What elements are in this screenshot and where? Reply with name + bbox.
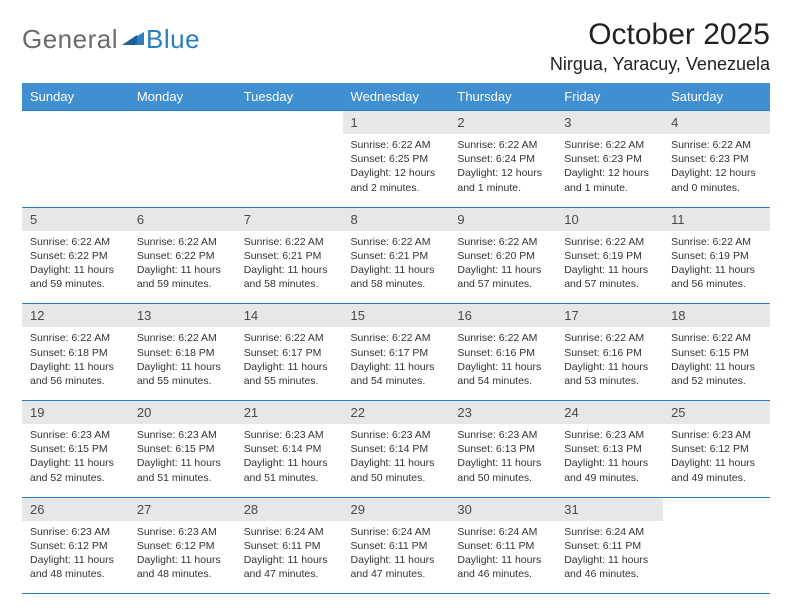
dayinfo-row: Sunrise: 6:22 AMSunset: 6:18 PMDaylight:… (22, 327, 770, 400)
day-number-cell: 19 (22, 401, 129, 425)
day-info-cell: Sunrise: 6:22 AMSunset: 6:21 PMDaylight:… (236, 231, 343, 304)
day-info-cell: Sunrise: 6:22 AMSunset: 6:21 PMDaylight:… (343, 231, 450, 304)
day-number-cell: 5 (22, 207, 129, 231)
day-number-cell: 14 (236, 304, 343, 328)
day-number-cell: 15 (343, 304, 450, 328)
day-number-cell: 24 (556, 401, 663, 425)
day-info-cell: Sunrise: 6:22 AMSunset: 6:24 PMDaylight:… (449, 134, 556, 207)
day-number-cell: 2 (449, 111, 556, 135)
day-info-cell: Sunrise: 6:22 AMSunset: 6:15 PMDaylight:… (663, 327, 770, 400)
day-number-cell: 29 (343, 497, 450, 521)
day-number-cell: 20 (129, 401, 236, 425)
day-number-cell: 23 (449, 401, 556, 425)
day-info-cell: Sunrise: 6:23 AMSunset: 6:12 PMDaylight:… (129, 521, 236, 594)
day-number-cell: 18 (663, 304, 770, 328)
dayinfo-row: Sunrise: 6:23 AMSunset: 6:15 PMDaylight:… (22, 424, 770, 497)
dayname-row: SundayMondayTuesdayWednesdayThursdayFrid… (22, 83, 770, 111)
daynum-row: 567891011 (22, 207, 770, 231)
day-number-cell: 8 (343, 207, 450, 231)
day-number-cell: 7 (236, 207, 343, 231)
day-number-cell: 22 (343, 401, 450, 425)
day-info-cell: Sunrise: 6:24 AMSunset: 6:11 PMDaylight:… (236, 521, 343, 594)
location-text: Nirgua, Yaracuy, Venezuela (550, 54, 770, 75)
dayinfo-row: Sunrise: 6:22 AMSunset: 6:22 PMDaylight:… (22, 231, 770, 304)
calendar-body: 1234Sunrise: 6:22 AMSunset: 6:25 PMDayli… (22, 111, 770, 594)
day-info-cell: Sunrise: 6:24 AMSunset: 6:11 PMDaylight:… (556, 521, 663, 594)
day-number-cell: 27 (129, 497, 236, 521)
dayname-header: Sunday (22, 83, 129, 111)
day-number-cell: 21 (236, 401, 343, 425)
day-info-cell (236, 134, 343, 207)
day-number-cell: 10 (556, 207, 663, 231)
day-number-cell: 17 (556, 304, 663, 328)
day-number-cell: 30 (449, 497, 556, 521)
day-number-cell (663, 497, 770, 521)
calendar-head: SundayMondayTuesdayWednesdayThursdayFrid… (22, 83, 770, 111)
day-number-cell: 6 (129, 207, 236, 231)
day-info-cell: Sunrise: 6:23 AMSunset: 6:12 PMDaylight:… (663, 424, 770, 497)
day-info-cell (22, 134, 129, 207)
day-number-cell: 28 (236, 497, 343, 521)
day-info-cell: Sunrise: 6:22 AMSunset: 6:22 PMDaylight:… (129, 231, 236, 304)
day-info-cell: Sunrise: 6:22 AMSunset: 6:18 PMDaylight:… (22, 327, 129, 400)
brand-mark-icon (122, 27, 144, 52)
dayname-header: Friday (556, 83, 663, 111)
day-info-cell: Sunrise: 6:22 AMSunset: 6:23 PMDaylight:… (663, 134, 770, 207)
dayname-header: Wednesday (343, 83, 450, 111)
header-row: General Blue October 2025 Nirgua, Yaracu… (22, 18, 770, 75)
day-number-cell: 9 (449, 207, 556, 231)
daynum-row: 19202122232425 (22, 401, 770, 425)
dayinfo-row: Sunrise: 6:22 AMSunset: 6:25 PMDaylight:… (22, 134, 770, 207)
dayname-header: Tuesday (236, 83, 343, 111)
day-info-cell: Sunrise: 6:22 AMSunset: 6:16 PMDaylight:… (449, 327, 556, 400)
dayname-header: Monday (129, 83, 236, 111)
day-number-cell: 26 (22, 497, 129, 521)
day-info-cell: Sunrise: 6:22 AMSunset: 6:22 PMDaylight:… (22, 231, 129, 304)
title-block: October 2025 Nirgua, Yaracuy, Venezuela (550, 18, 770, 75)
daynum-row: 262728293031 (22, 497, 770, 521)
day-info-cell: Sunrise: 6:24 AMSunset: 6:11 PMDaylight:… (343, 521, 450, 594)
day-info-cell: Sunrise: 6:24 AMSunset: 6:11 PMDaylight:… (449, 521, 556, 594)
day-info-cell: Sunrise: 6:23 AMSunset: 6:15 PMDaylight:… (22, 424, 129, 497)
brand-logo: General Blue (22, 24, 200, 55)
day-info-cell: Sunrise: 6:22 AMSunset: 6:19 PMDaylight:… (663, 231, 770, 304)
day-info-cell: Sunrise: 6:22 AMSunset: 6:25 PMDaylight:… (343, 134, 450, 207)
brand-text-blue: Blue (146, 24, 200, 55)
day-info-cell: Sunrise: 6:23 AMSunset: 6:14 PMDaylight:… (343, 424, 450, 497)
day-number-cell: 11 (663, 207, 770, 231)
day-number-cell: 13 (129, 304, 236, 328)
day-info-cell: Sunrise: 6:22 AMSunset: 6:17 PMDaylight:… (343, 327, 450, 400)
day-info-cell: Sunrise: 6:22 AMSunset: 6:18 PMDaylight:… (129, 327, 236, 400)
day-info-cell: Sunrise: 6:22 AMSunset: 6:20 PMDaylight:… (449, 231, 556, 304)
dayinfo-row: Sunrise: 6:23 AMSunset: 6:12 PMDaylight:… (22, 521, 770, 594)
day-number-cell: 3 (556, 111, 663, 135)
day-number-cell: 31 (556, 497, 663, 521)
day-info-cell: Sunrise: 6:22 AMSunset: 6:23 PMDaylight:… (556, 134, 663, 207)
daynum-row: 1234 (22, 111, 770, 135)
day-info-cell: Sunrise: 6:22 AMSunset: 6:19 PMDaylight:… (556, 231, 663, 304)
calendar-table: SundayMondayTuesdayWednesdayThursdayFrid… (22, 83, 770, 594)
month-title: October 2025 (550, 18, 770, 52)
day-info-cell: Sunrise: 6:22 AMSunset: 6:16 PMDaylight:… (556, 327, 663, 400)
day-number-cell (236, 111, 343, 135)
day-number-cell (22, 111, 129, 135)
dayname-header: Saturday (663, 83, 770, 111)
daynum-row: 12131415161718 (22, 304, 770, 328)
day-info-cell: Sunrise: 6:23 AMSunset: 6:12 PMDaylight:… (22, 521, 129, 594)
day-info-cell (129, 134, 236, 207)
day-info-cell: Sunrise: 6:23 AMSunset: 6:14 PMDaylight:… (236, 424, 343, 497)
dayname-header: Thursday (449, 83, 556, 111)
day-number-cell: 1 (343, 111, 450, 135)
day-info-cell: Sunrise: 6:23 AMSunset: 6:15 PMDaylight:… (129, 424, 236, 497)
day-number-cell: 12 (22, 304, 129, 328)
day-number-cell: 25 (663, 401, 770, 425)
day-number-cell: 4 (663, 111, 770, 135)
day-info-cell: Sunrise: 6:22 AMSunset: 6:17 PMDaylight:… (236, 327, 343, 400)
brand-text-general: General (22, 24, 118, 55)
day-info-cell: Sunrise: 6:23 AMSunset: 6:13 PMDaylight:… (449, 424, 556, 497)
day-info-cell (663, 521, 770, 594)
day-number-cell: 16 (449, 304, 556, 328)
day-info-cell: Sunrise: 6:23 AMSunset: 6:13 PMDaylight:… (556, 424, 663, 497)
day-number-cell (129, 111, 236, 135)
